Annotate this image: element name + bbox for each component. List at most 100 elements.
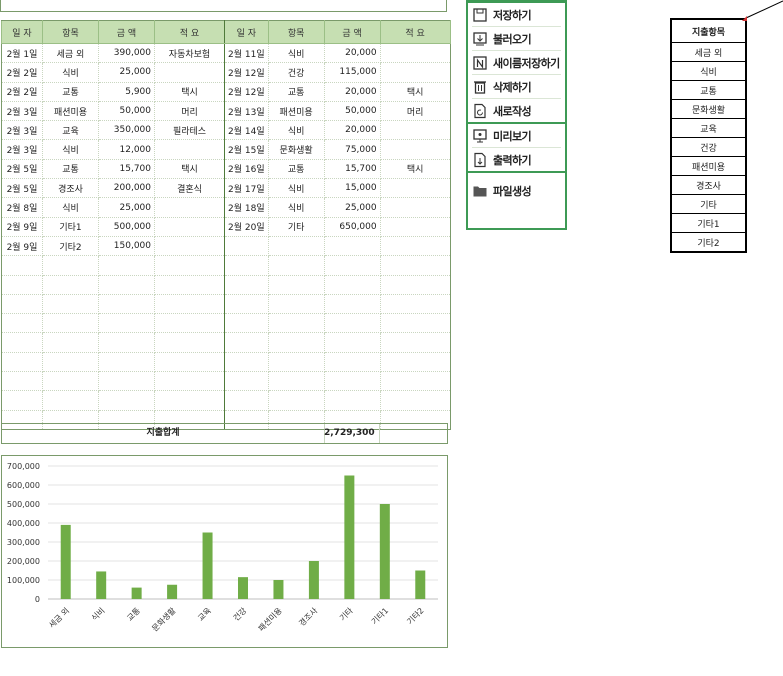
cell-date[interactable]: [1, 294, 43, 315]
cell-date[interactable]: 2월 17일: [224, 178, 269, 199]
cell-item[interactable]: 교통: [268, 159, 325, 180]
cell-note[interactable]: [380, 410, 451, 430]
print-button[interactable]: 출력하기: [472, 148, 561, 171]
cell-note[interactable]: [154, 390, 225, 411]
cell-date[interactable]: 2월 2일: [1, 82, 43, 102]
cell-date[interactable]: [1, 275, 43, 295]
cell-item[interactable]: [42, 294, 99, 315]
cell-amount[interactable]: 20,000: [324, 82, 381, 102]
cell-amount[interactable]: 650,000: [324, 217, 381, 237]
cell-note[interactable]: [380, 139, 451, 160]
cell-note[interactable]: [380, 275, 451, 295]
cell-item[interactable]: 식비: [268, 43, 325, 64]
cell-amount[interactable]: 390,000: [98, 43, 155, 64]
cell-amount[interactable]: [324, 352, 381, 373]
cell-amount[interactable]: [98, 390, 155, 411]
cell-item[interactable]: 기타2: [42, 236, 99, 257]
cell-note[interactable]: 머리: [154, 101, 225, 122]
cell-date[interactable]: 2월 5일: [1, 159, 43, 180]
cell-note[interactable]: 머리: [380, 101, 451, 122]
delete-button[interactable]: 삭제하기: [472, 75, 561, 99]
cell-date[interactable]: [1, 255, 43, 276]
cell-date[interactable]: 2월 18일: [224, 197, 269, 218]
cell-item[interactable]: 식비: [268, 178, 325, 199]
cell-date[interactable]: 2월 1일: [1, 43, 43, 64]
cell-amount[interactable]: 25,000: [98, 197, 155, 218]
cell-amount[interactable]: 12,000: [98, 139, 155, 160]
cell-date[interactable]: [1, 410, 43, 430]
cell-note[interactable]: [380, 217, 451, 237]
cell-note[interactable]: [154, 62, 225, 83]
cell-amount[interactable]: [324, 390, 381, 411]
cell-amount[interactable]: [324, 371, 381, 392]
cell-item[interactable]: 식비: [42, 62, 99, 83]
cell-amount[interactable]: [324, 236, 381, 257]
category-item[interactable]: 경조사: [671, 175, 746, 195]
cell-note[interactable]: 결혼식: [154, 178, 225, 199]
category-item[interactable]: 교육: [671, 118, 746, 138]
cell-amount[interactable]: [98, 313, 155, 334]
cell-amount[interactable]: 75,000: [324, 139, 381, 160]
new-button[interactable]: 새로작성: [472, 99, 561, 122]
cell-note[interactable]: [154, 371, 225, 392]
cell-amount[interactable]: 115,000: [324, 62, 381, 83]
cell-item[interactable]: [268, 294, 325, 315]
cell-note[interactable]: [154, 197, 225, 218]
cell-date[interactable]: [1, 352, 43, 373]
category-item[interactable]: 기타1: [671, 213, 746, 233]
cell-date[interactable]: [224, 255, 269, 276]
cell-date[interactable]: 2월 13일: [224, 101, 269, 122]
cell-date[interactable]: [1, 371, 43, 392]
cell-item[interactable]: 패션미용: [42, 101, 99, 122]
category-item[interactable]: 세금 외: [671, 42, 746, 62]
cell-note[interactable]: 필라테스: [154, 120, 225, 141]
cell-note[interactable]: [154, 352, 225, 373]
cell-note[interactable]: [380, 390, 451, 411]
category-item[interactable]: 식비: [671, 61, 746, 81]
cell-date[interactable]: 2월 20일: [224, 217, 269, 237]
cell-date[interactable]: 2월 8일: [1, 197, 43, 218]
cell-item[interactable]: 식비: [268, 120, 325, 141]
cell-item[interactable]: 식비: [268, 197, 325, 218]
save-button[interactable]: 저장하기: [472, 3, 561, 27]
cell-note[interactable]: [380, 178, 451, 199]
cell-date[interactable]: [224, 371, 269, 392]
cell-amount[interactable]: [98, 352, 155, 373]
cell-note[interactable]: [380, 313, 451, 334]
category-item[interactable]: 건강: [671, 137, 746, 157]
cell-note[interactable]: 택시: [380, 82, 451, 102]
cell-item[interactable]: 기타1: [42, 217, 99, 237]
cell-note[interactable]: [380, 255, 451, 276]
cell-note[interactable]: [154, 275, 225, 295]
cell-item[interactable]: [268, 275, 325, 295]
cell-amount[interactable]: [98, 332, 155, 353]
cell-date[interactable]: [224, 390, 269, 411]
save-as-button[interactable]: 새이름저장하기: [472, 51, 561, 75]
cell-note[interactable]: [154, 236, 225, 257]
cell-date[interactable]: [1, 332, 43, 353]
cell-amount[interactable]: 20,000: [324, 43, 381, 64]
cell-amount[interactable]: [324, 313, 381, 334]
category-item[interactable]: 패션미용: [671, 156, 746, 176]
cell-date[interactable]: [224, 275, 269, 295]
cell-date[interactable]: 2월 12일: [224, 62, 269, 83]
cell-date[interactable]: [224, 294, 269, 315]
cell-item[interactable]: 교육: [42, 120, 99, 141]
cell-date[interactable]: 2월 3일: [1, 101, 43, 122]
cell-note[interactable]: [380, 236, 451, 257]
cell-amount[interactable]: 15,700: [98, 159, 155, 180]
cell-amount[interactable]: 150,000: [98, 236, 155, 257]
cell-date[interactable]: 2월 15일: [224, 139, 269, 160]
cell-note[interactable]: [154, 313, 225, 334]
cell-amount[interactable]: 15,000: [324, 178, 381, 199]
cell-item[interactable]: 교통: [42, 159, 99, 180]
preview-button[interactable]: 미리보기: [472, 124, 561, 148]
cell-item[interactable]: [42, 390, 99, 411]
cell-note[interactable]: [154, 410, 225, 430]
cell-note[interactable]: [380, 62, 451, 83]
category-item[interactable]: 기타: [671, 194, 746, 214]
cell-note[interactable]: [154, 217, 225, 237]
cell-date[interactable]: 2월 3일: [1, 120, 43, 141]
cell-amount[interactable]: [98, 294, 155, 315]
cell-item[interactable]: [268, 313, 325, 334]
